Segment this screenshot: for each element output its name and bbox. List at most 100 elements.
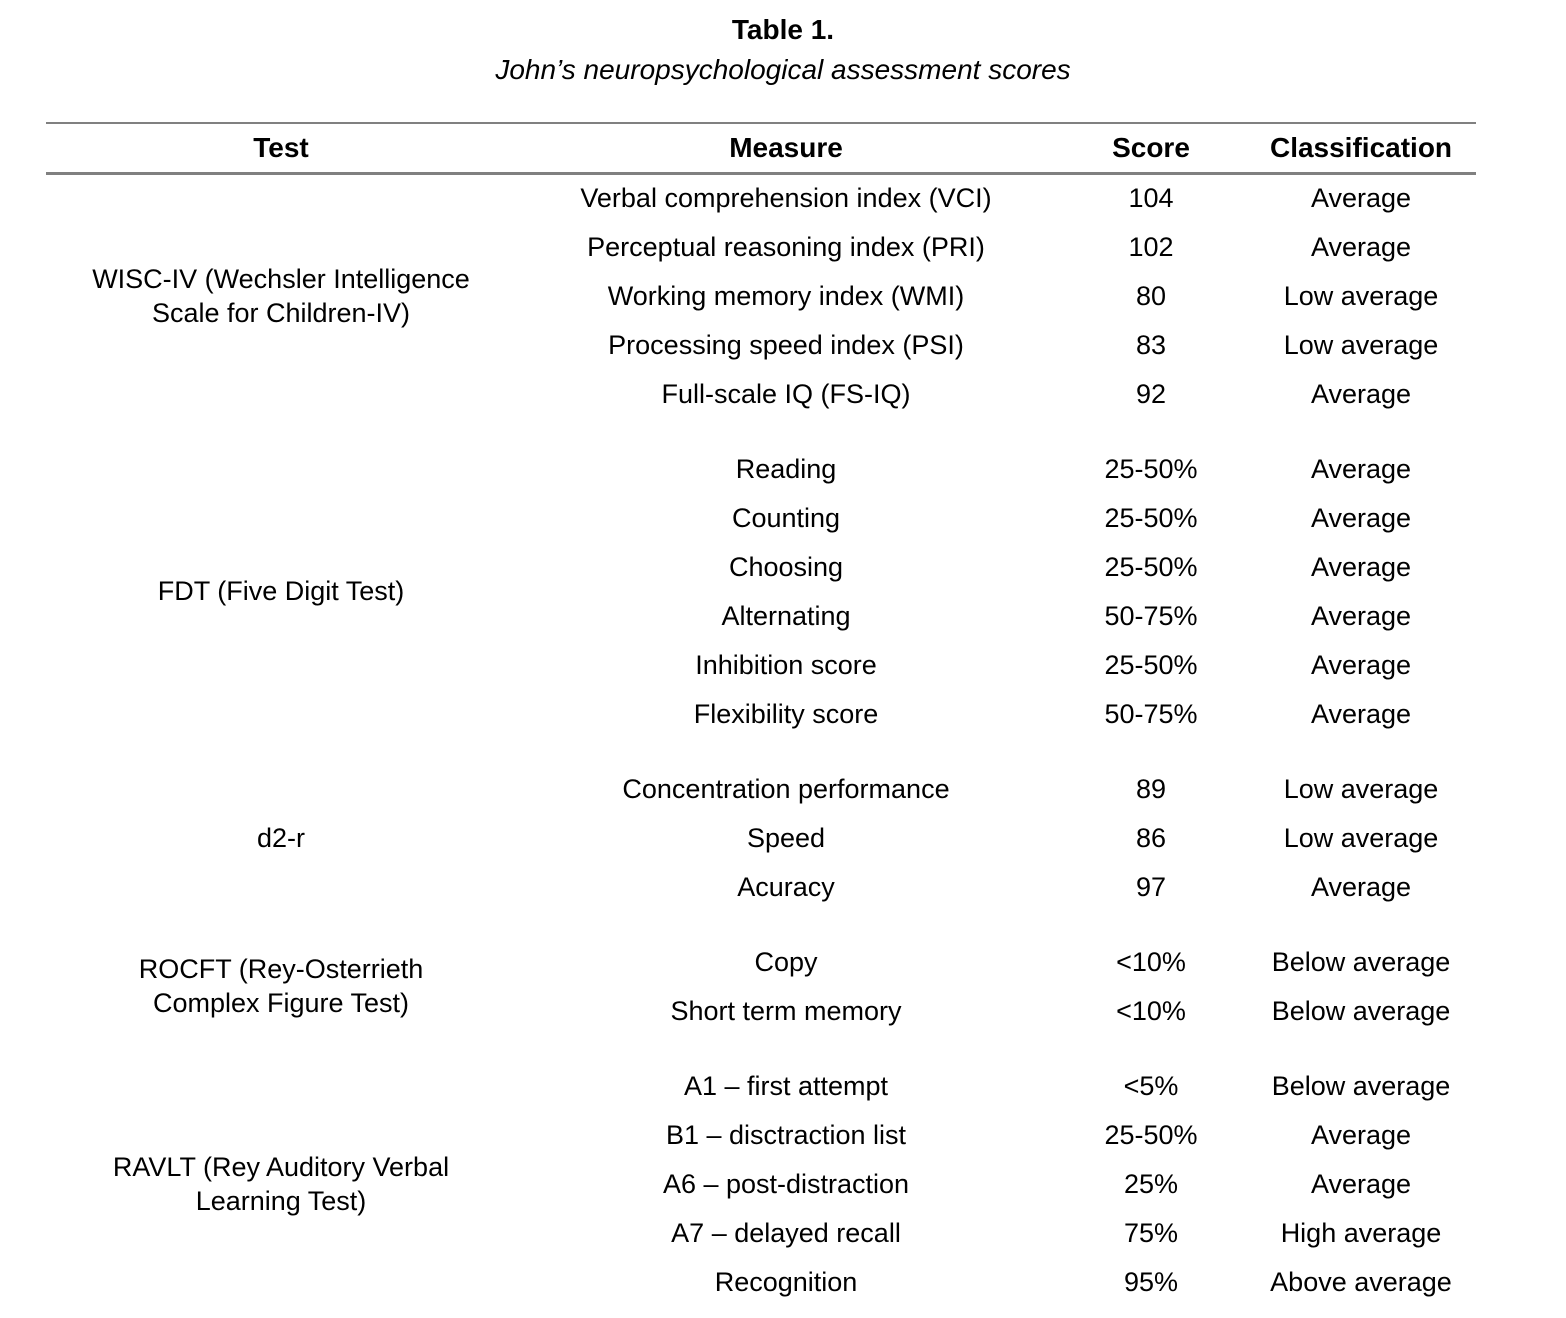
measure-cell: Short term memory (670, 995, 902, 1026)
classification-cell: Low average (1283, 280, 1439, 311)
group-spacer (46, 1035, 1476, 1061)
classification-cell: Average (1310, 551, 1412, 582)
classification-cell: Below average (1271, 946, 1451, 977)
measure-cell: Inhibition score (695, 649, 877, 680)
classification-cell: Average (1310, 871, 1412, 902)
table-row: Perceptual reasoning index (PRI) 102 Ave… (46, 222, 1476, 271)
group-spacer (46, 911, 1476, 937)
measure-cell: A6 – post-distraction (662, 1168, 910, 1199)
test-name-cell: WISC-IV (Wechsler Intelligence Scale for… (92, 264, 470, 329)
measure-cell: Speed (746, 822, 826, 853)
score-cell: <10% (1116, 995, 1186, 1026)
table-row: Acuracy 97 Average (46, 862, 1476, 911)
measure-cell: Flexibility score (693, 698, 879, 729)
table-title: John’s neuropsychological assessment sco… (495, 54, 1071, 85)
classification-cell: Average (1310, 649, 1412, 680)
classification-cell: Average (1310, 378, 1412, 409)
measure-cell: Processing speed index (PSI) (608, 329, 964, 360)
table-row: Choosing 25-50% Average (46, 542, 1476, 591)
score-cell: 102 (1128, 231, 1174, 262)
score-cell: 80 (1135, 280, 1167, 311)
measure-cell: Counting (731, 502, 841, 533)
score-cell: 25% (1123, 1168, 1179, 1199)
column-header-measure: Measure (516, 122, 1056, 175)
score-cell: 97 (1135, 871, 1167, 902)
classification-cell: Average (1310, 600, 1412, 631)
measure-cell: Full-scale IQ (FS-IQ) (661, 378, 911, 409)
classification-cell: Average (1310, 231, 1412, 262)
classification-cell: Low average (1283, 822, 1439, 853)
score-cell: 75% (1123, 1217, 1179, 1248)
group-spacer (46, 738, 1476, 764)
table-row: RAVLT (Rey Auditory Verbal Learning Test… (46, 1061, 1476, 1216)
table-number: Table 1. (731, 14, 835, 45)
table-row: ROCFT (Rey-Osterrieth Complex Figure Tes… (46, 937, 1476, 1019)
classification-cell: Above average (1270, 1266, 1452, 1297)
classification-cell: Average (1310, 502, 1412, 533)
test-name-cell: d2-r (256, 822, 305, 853)
table-row: A7 – delayed recall 75% High average (46, 1208, 1476, 1257)
table-row: Alternating 50-75% Average (46, 591, 1476, 640)
table-row: Short term memory <10% Below average (46, 986, 1476, 1035)
score-cell: <10% (1116, 946, 1186, 977)
measure-cell: Acuracy (737, 871, 835, 902)
table-row: d2-r Concentration performance 89 Low av… (46, 764, 1476, 853)
score-cell: 95% (1123, 1266, 1179, 1297)
measure-cell: Choosing (728, 551, 844, 582)
measure-cell: Concentration performance (622, 773, 950, 804)
classification-cell: Below average (1271, 1070, 1451, 1101)
score-cell: 50-75% (1104, 698, 1198, 729)
test-name-cell: FDT (Five Digit Test) (157, 576, 405, 606)
table-row: FDT (Five Digit Test) Reading 25-50% Ave… (46, 444, 1476, 607)
measure-cell: Verbal comprehension index (VCI) (580, 183, 992, 214)
score-cell: 50-75% (1104, 600, 1198, 631)
classification-cell: Average (1310, 1119, 1412, 1150)
measure-cell: Recognition (714, 1266, 858, 1297)
group-spacer (46, 418, 1476, 444)
table-row: Speed 86 Low average (46, 813, 1476, 862)
column-header-score: Score (1056, 122, 1246, 175)
score-cell: 86 (1135, 822, 1167, 853)
table-row: WISC-IV (Wechsler Intelligence Scale for… (46, 173, 1476, 328)
classification-cell: Low average (1283, 329, 1439, 360)
measure-cell: A1 – first attempt (683, 1070, 889, 1101)
table-row: Processing speed index (PSI) 83 Low aver… (46, 320, 1476, 369)
header-row: Test Measure Score Classification (46, 122, 1476, 175)
table-row: Counting 25-50% Average (46, 493, 1476, 542)
classification-cell: Average (1310, 698, 1412, 729)
table-row: Full-scale IQ (FS-IQ) 92 Average (46, 369, 1476, 418)
test-name-cell: ROCFT (Rey-Osterrieth Complex Figure Tes… (138, 954, 424, 1018)
score-cell: 25-50% (1104, 453, 1198, 484)
measure-cell: B1 – disctraction list (665, 1119, 907, 1150)
classification-cell: Low average (1283, 773, 1439, 804)
score-cell: 83 (1135, 329, 1167, 360)
classification-cell: Average (1310, 1168, 1412, 1199)
score-cell: 104 (1128, 183, 1174, 214)
classification-cell: Below average (1271, 995, 1451, 1026)
measure-cell: Perceptual reasoning index (PRI) (587, 231, 985, 262)
table-row: Working memory index (WMI) 80 Low averag… (46, 271, 1476, 320)
table-row: Inhibition score 25-50% Average (46, 640, 1476, 689)
score-cell: 89 (1135, 773, 1167, 804)
classification-cell: Average (1310, 183, 1412, 214)
measure-cell: Working memory index (WMI) (607, 280, 965, 311)
measure-cell: Alternating (721, 600, 851, 631)
measure-cell: A7 – delayed recall (671, 1217, 901, 1248)
assessment-scores-table: Test Measure Score Classification WISC-I… (46, 122, 1476, 1306)
table-row: B1 – disctraction list 25-50% Average (46, 1110, 1476, 1159)
score-cell: 25-50% (1104, 551, 1198, 582)
score-cell: 25-50% (1104, 502, 1198, 533)
score-cell: <5% (1123, 1070, 1179, 1101)
column-header-test: Test (46, 122, 516, 175)
classification-cell: Average (1310, 453, 1412, 484)
score-cell: 25-50% (1104, 649, 1198, 680)
table-row: Recognition 95% Above average (46, 1257, 1476, 1306)
table-row: A6 – post-distraction 25% Average (46, 1159, 1476, 1208)
score-cell: 92 (1135, 378, 1167, 409)
classification-cell: High average (1280, 1217, 1442, 1248)
measure-cell: Reading (735, 453, 837, 484)
measure-cell: Copy (754, 946, 818, 977)
table-row: Flexibility score 50-75% Average (46, 689, 1476, 738)
score-cell: 25-50% (1104, 1119, 1198, 1150)
